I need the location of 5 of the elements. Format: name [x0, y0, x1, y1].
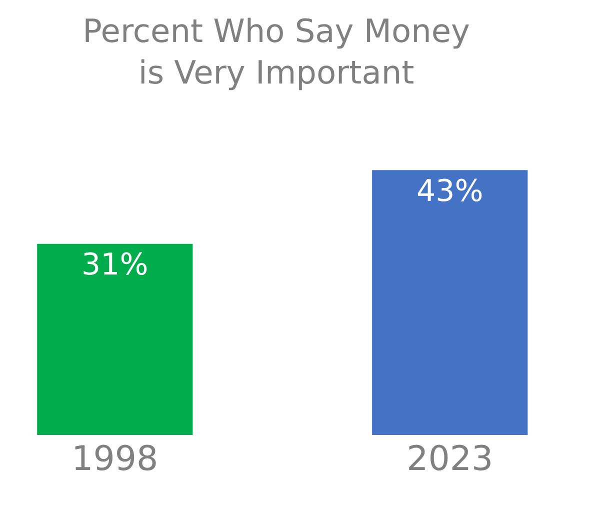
x-tick-label: 2023: [406, 439, 494, 479]
chart-title: Percent Who Say Money is Very Important: [82, 12, 470, 92]
x-tick-label: 1998: [72, 439, 158, 479]
data-label: 43%: [416, 174, 484, 209]
data-label: 31%: [82, 248, 148, 283]
